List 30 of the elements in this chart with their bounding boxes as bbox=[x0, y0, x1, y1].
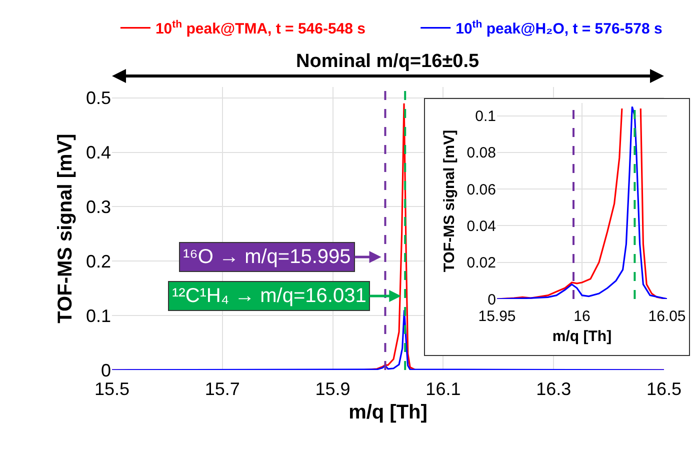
legend-label: 10$^{th}$ peak@H₂O, t = 576-578 s bbox=[456, 18, 662, 38]
y-tick-label: 0 bbox=[488, 291, 496, 308]
y-tick-label: 0.1 bbox=[86, 306, 111, 326]
y-tick-label: 0.3 bbox=[86, 197, 111, 218]
y-tick-label: 0.04 bbox=[466, 218, 496, 235]
y-tick-label: 0.2 bbox=[86, 251, 111, 272]
y-axis-title: TOF-MS signal [mV] bbox=[441, 130, 458, 272]
x-tick-label: 16.3 bbox=[536, 379, 572, 399]
x-tick-label: 15.9 bbox=[315, 379, 350, 399]
x-tick-label: 15.5 bbox=[94, 379, 130, 399]
legend-label: 10$^{th}$ peak@TMA, t = 546-548 s bbox=[155, 18, 366, 38]
ref-line-label: ¹⁶O → m/q=15.995 bbox=[183, 246, 351, 268]
text: Nominal m/q=16±0.5 bbox=[296, 51, 480, 72]
x-axis-title: m/q [Th] bbox=[348, 402, 428, 424]
y-tick-label: 0.08 bbox=[466, 144, 496, 162]
ref-line-label: ¹²C¹H₄ → m/q=16.031 bbox=[172, 285, 366, 307]
x-axis-title: m/q [Th] bbox=[552, 328, 612, 345]
y-tick-label: 0 bbox=[100, 360, 111, 380]
y-tick-label: 0.1 bbox=[475, 108, 496, 126]
x-tick-label: 15.7 bbox=[204, 379, 240, 399]
x-tick-label: 16 bbox=[574, 308, 590, 325]
x-tick-label: 16.05 bbox=[648, 308, 686, 325]
x-tick-label: 16.5 bbox=[646, 379, 682, 399]
y-tick-label: 0.5 bbox=[86, 88, 111, 108]
y-tick-label: 0.06 bbox=[466, 181, 496, 198]
y-tick-label: 0.02 bbox=[466, 254, 496, 272]
x-tick-label: 16.1 bbox=[426, 379, 461, 399]
x-tick-label: 15.95 bbox=[478, 308, 516, 325]
y-tick-label: 0.4 bbox=[86, 142, 111, 163]
y-axis-title: TOF-MS signal [mV] bbox=[54, 134, 76, 324]
